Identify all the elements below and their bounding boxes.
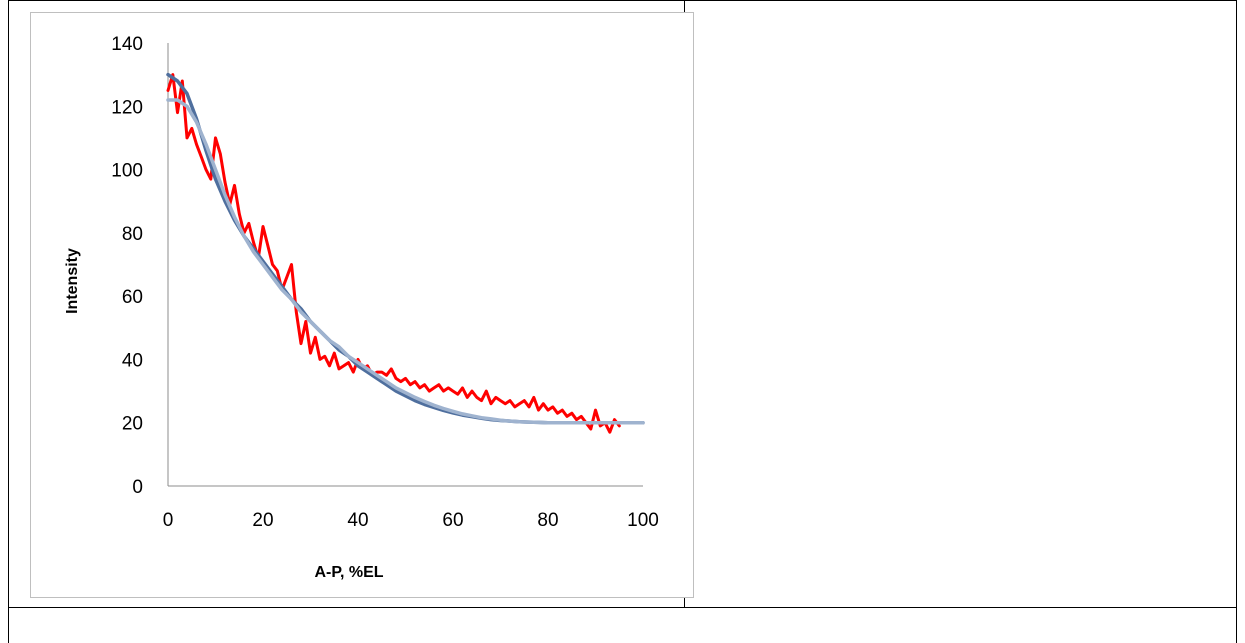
tick-labels: 0 20 40 60 80 100 120 140 0 20 40 60 80 100 (111, 34, 659, 531)
y-tick-label: 100 (111, 161, 143, 182)
series-line-0 (166, 73, 621, 434)
y-tick-label: 60 (122, 287, 143, 308)
series-line-2 (166, 98, 645, 425)
x-axis-title: A-P, %EL (314, 564, 383, 581)
axes (167, 43, 643, 487)
x-tick-label: 40 (347, 510, 368, 531)
series-line-1 (166, 72, 645, 425)
table-cell-empty (684, 0, 1237, 608)
chart-frame: 0 20 40 60 80 100 120 140 0 20 40 60 80 100 A-P, %EL … (30, 12, 694, 598)
table-cell-bottom (8, 607, 1237, 643)
y-tick-label: 40 (122, 350, 143, 371)
y-axis-title: Intensity (64, 248, 81, 314)
y-tick-label: 80 (122, 224, 143, 245)
x-tick-label: 100 (627, 510, 659, 531)
y-tick-label: 0 (132, 477, 143, 498)
x-tick-label: 0 (163, 510, 174, 531)
x-tick-label: 80 (537, 510, 558, 531)
y-tick-label: 20 (122, 414, 143, 435)
x-tick-label: 20 (252, 510, 273, 531)
series-group (166, 72, 645, 434)
x-tick-label: 60 (442, 510, 463, 531)
y-tick-label: 120 (111, 97, 143, 118)
y-tick-label: 140 (111, 34, 143, 55)
